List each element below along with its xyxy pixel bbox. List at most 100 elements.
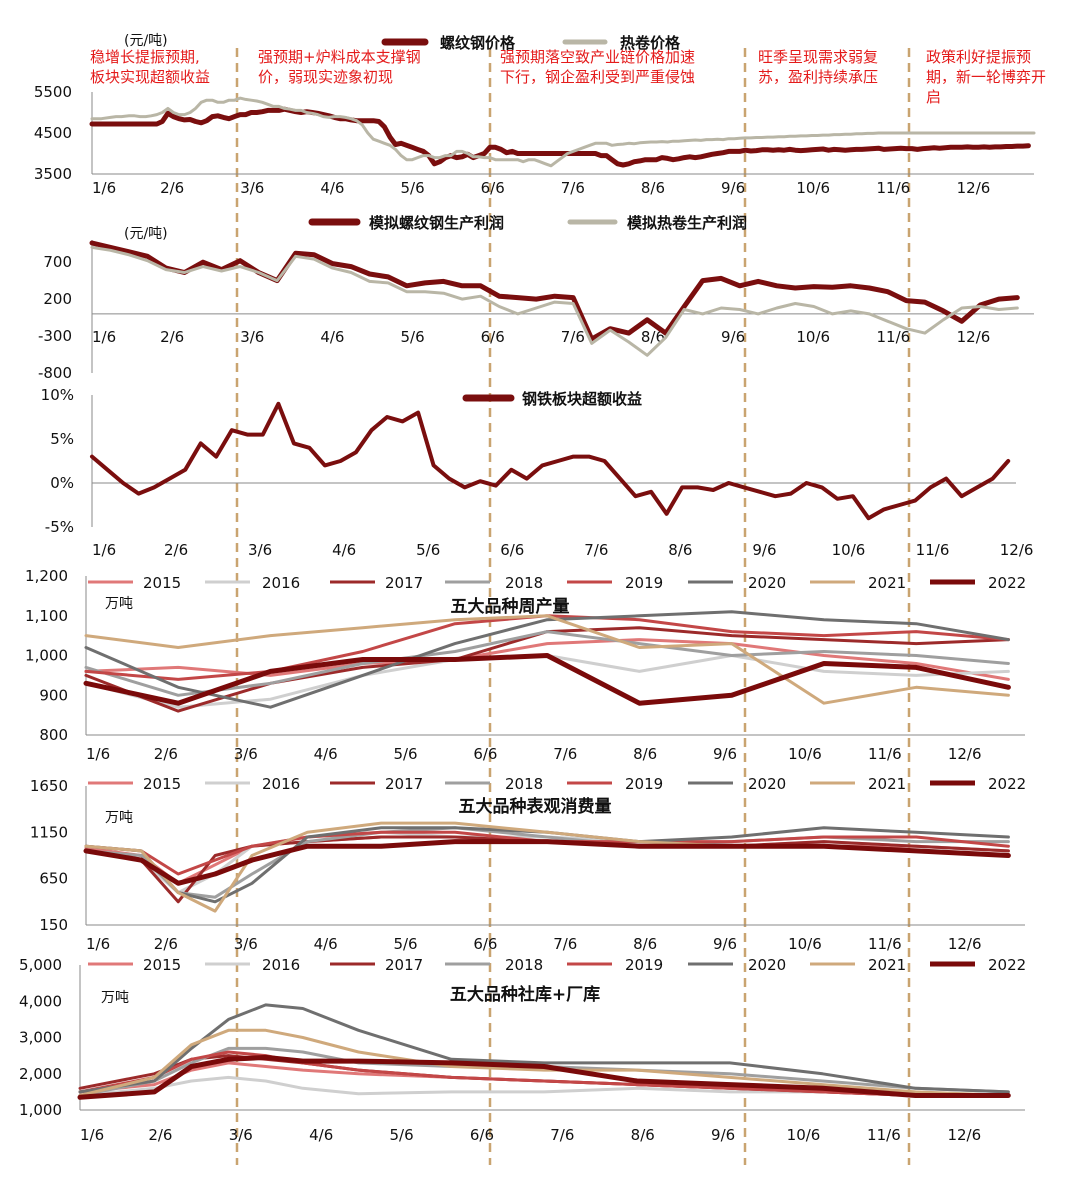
annotation-text: 强预期+炉料成本支撑钢 bbox=[258, 48, 421, 66]
x-tick-label: 12/6 bbox=[1000, 541, 1034, 559]
y-tick-label: -800 bbox=[38, 364, 72, 382]
x-tick-label: 10/6 bbox=[796, 328, 830, 346]
x-tick-label: 9/6 bbox=[713, 935, 737, 953]
legend-label: 2021 bbox=[868, 956, 906, 974]
panel-title: 五大品种表观消费量 bbox=[459, 796, 612, 817]
x-tick-label: 12/6 bbox=[957, 179, 991, 197]
series-line-钢铁板块超额收益 bbox=[90, 401, 1011, 521]
x-tick-label: 12/6 bbox=[957, 328, 991, 346]
panel-weekly-output: 800 900 1,000 1,100 1,200 1/6 2/6 3/6 4/6 5/6 6/6 7… bbox=[25, 567, 1026, 763]
legend-label: 2016 bbox=[262, 956, 300, 974]
x-tick-label: 10/6 bbox=[787, 1126, 821, 1144]
annotation-text: 强预期落空致产业链价格加速 bbox=[500, 48, 695, 66]
unit-label: (元/吨) bbox=[124, 33, 168, 49]
x-tick-label: 2/6 bbox=[164, 541, 188, 559]
panel-profit: -800 -300 200 700 1/6 2/6 3/6 4/6 5/6 6/6 7/6 8/6 9/… bbox=[38, 214, 1034, 382]
legend-label: 热卷价格 bbox=[620, 34, 681, 52]
y-tick-label: 200 bbox=[43, 290, 72, 308]
legend-label: 模拟热卷生产利润 bbox=[627, 214, 747, 232]
series-line-2021 bbox=[78, 1028, 1010, 1097]
legend-label: 2016 bbox=[262, 574, 300, 592]
x-tick-label: 4/6 bbox=[320, 179, 344, 197]
y-tick-label: 1650 bbox=[30, 777, 68, 795]
x-tick-label: 11/6 bbox=[867, 1126, 901, 1144]
x-tick-label: 10/6 bbox=[788, 745, 822, 763]
annotation-text: 价，弱现实迹象初现 bbox=[258, 68, 393, 86]
annotation-text: 稳增长提振预期, bbox=[90, 48, 200, 66]
y-tick-label: 1,000 bbox=[25, 647, 68, 665]
legend-label: 2020 bbox=[748, 956, 786, 974]
series-line-2019 bbox=[84, 830, 1010, 876]
y-tick-label: 5,000 bbox=[19, 956, 62, 974]
series-line-模拟螺纹钢生产利润 bbox=[89, 240, 1020, 342]
x-tick-label: 2/6 bbox=[148, 1126, 172, 1144]
x-tick-label: 7/6 bbox=[550, 1126, 574, 1144]
y-tick-label: 10% bbox=[41, 386, 74, 404]
legend-label: 2018 bbox=[505, 956, 543, 974]
x-tick-label: 12/6 bbox=[948, 935, 982, 953]
y-tick-label: 1150 bbox=[30, 823, 68, 841]
legend-label: 2017 bbox=[385, 956, 423, 974]
series-line-热卷价格 bbox=[90, 96, 1036, 168]
x-tick-label: 8/6 bbox=[641, 179, 665, 197]
x-tick-label: 5/6 bbox=[389, 1126, 413, 1144]
y-tick-label: 4,000 bbox=[19, 992, 62, 1010]
y-tick-label: 3500 bbox=[34, 165, 72, 183]
x-tick-label: 7/6 bbox=[561, 179, 585, 197]
x-tick-label: 3/6 bbox=[248, 541, 272, 559]
x-tick-label: 8/6 bbox=[641, 328, 665, 346]
x-tick-label: 4/6 bbox=[309, 1126, 333, 1144]
x-tick-label: 9/6 bbox=[752, 541, 776, 559]
x-tick-label: 4/6 bbox=[314, 745, 338, 763]
y-tick-label: 150 bbox=[39, 916, 68, 934]
unit-label: 万吨 bbox=[101, 990, 129, 1006]
panel-title: 五大品种社库+厂库 bbox=[450, 984, 600, 1005]
series-line-2022 bbox=[77, 1054, 1011, 1100]
y-tick-label: 5% bbox=[50, 430, 74, 448]
legend-label: 2019 bbox=[625, 775, 663, 793]
x-tick-label: 9/6 bbox=[711, 1126, 735, 1144]
unit-label: 万吨 bbox=[105, 810, 133, 826]
x-tick-label: 12/6 bbox=[947, 1126, 981, 1144]
panel-excess-return: -5% 0% 5% 10% 1/6 2/6 3/6 4/6 5/6 6/6 7/6 8/6 9/6 10/… bbox=[41, 386, 1034, 559]
x-tick-label: 3/6 bbox=[240, 179, 264, 197]
legend-label: 2020 bbox=[748, 574, 786, 592]
x-tick-label: 1/6 bbox=[80, 1126, 104, 1144]
y-tick-label: 2,000 bbox=[19, 1065, 62, 1083]
x-tick-label: 10/6 bbox=[832, 541, 866, 559]
y-tick-label: 1,000 bbox=[19, 1101, 62, 1119]
y-tick-label: 650 bbox=[39, 870, 68, 888]
y-tick-label: -300 bbox=[38, 327, 72, 345]
annotation-text: 启 bbox=[926, 88, 941, 106]
x-tick-label: 9/6 bbox=[721, 179, 745, 197]
annotation-text: 下行，钢企盈利受到严重侵蚀 bbox=[500, 68, 695, 86]
x-tick-label: 5/6 bbox=[416, 541, 440, 559]
legend-label: 2015 bbox=[143, 775, 181, 793]
legend-label: 2021 bbox=[868, 775, 906, 793]
y-tick-label: 800 bbox=[39, 726, 68, 744]
y-tick-label: 0% bbox=[50, 474, 74, 492]
panel-inventory: 1,000 2,000 3,000 4,000 5,000 1/6 2/6 3/6 4/6 5/6… bbox=[19, 956, 1026, 1144]
x-tick-label: 6/6 bbox=[473, 935, 497, 953]
legend-label: 2022 bbox=[988, 574, 1026, 592]
x-tick-label: 11/6 bbox=[868, 935, 902, 953]
unit-label: (元/吨) bbox=[124, 226, 168, 242]
legend-label: 2015 bbox=[143, 574, 181, 592]
x-tick-label: 11/6 bbox=[877, 328, 911, 346]
x-tick-label: 10/6 bbox=[796, 179, 830, 197]
x-tick-label: 4/6 bbox=[320, 328, 344, 346]
x-tick-label: 10/6 bbox=[788, 935, 822, 953]
x-tick-label: 12/6 bbox=[948, 745, 982, 763]
x-tick-label: 8/6 bbox=[631, 1126, 655, 1144]
panel-apparent-consumption: 150 650 1150 1650 1/6 2/6 3/6 4/6 5/6 6/6 7/6 8/6 9/… bbox=[30, 775, 1026, 953]
x-tick-label: 4/6 bbox=[332, 541, 356, 559]
x-tick-label: 11/6 bbox=[877, 179, 911, 197]
x-tick-label: 6/6 bbox=[481, 328, 505, 346]
x-tick-label: 8/6 bbox=[633, 745, 657, 763]
panel-price: 3500 4500 5500 1/6 2/6 3/6 4/6 5/6 6/6 7/6 8/6 9/6 1… bbox=[34, 33, 1036, 197]
x-tick-label: 9/6 bbox=[713, 745, 737, 763]
panel-title: 五大品种周产量 bbox=[451, 596, 570, 617]
